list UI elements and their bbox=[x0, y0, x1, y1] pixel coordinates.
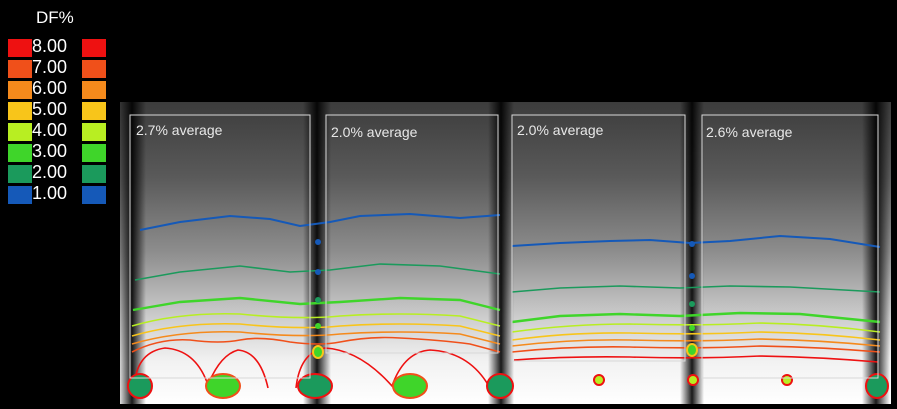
hotspot bbox=[127, 373, 153, 399]
legend-row-1: 1.00 bbox=[8, 183, 110, 204]
zone-outline-1 bbox=[129, 114, 311, 379]
zone-3-average-label: 2.0% average bbox=[517, 122, 604, 138]
legend-swatch-right bbox=[82, 165, 106, 183]
hotspot bbox=[312, 345, 324, 359]
legend-swatch-left bbox=[8, 39, 32, 57]
legend-row-2: 2.00 bbox=[8, 162, 110, 183]
contour-7pct-left bbox=[131, 336, 501, 353]
column-marker bbox=[315, 297, 321, 303]
legend-swatch-left bbox=[8, 102, 32, 120]
hotspot bbox=[392, 373, 428, 399]
column-marker bbox=[315, 269, 321, 275]
legend-swatch-right bbox=[82, 144, 106, 162]
legend-row-5: 5.00 bbox=[8, 99, 110, 120]
legend-value: 7.00 bbox=[32, 57, 68, 77]
legend-row-3: 3.00 bbox=[8, 141, 110, 162]
legend-value: 3.00 bbox=[32, 141, 68, 161]
hotspot bbox=[686, 343, 698, 357]
legend-title: DF% bbox=[36, 8, 74, 27]
legend-swatch-left bbox=[8, 60, 32, 78]
zone-outline-3 bbox=[511, 114, 686, 362]
column-marker bbox=[315, 323, 321, 329]
legend-swatch-right bbox=[82, 123, 106, 141]
legend-swatch-right bbox=[82, 39, 106, 57]
legend-swatch-right bbox=[82, 81, 106, 99]
contour-1pct-left bbox=[139, 212, 501, 231]
contour-3pct-right bbox=[511, 311, 881, 324]
wall-right bbox=[862, 102, 890, 404]
zone-outlines bbox=[129, 114, 879, 379]
contour-6pct-left bbox=[131, 330, 501, 345]
hotspot bbox=[687, 374, 699, 386]
contour-6pct-right bbox=[511, 338, 881, 347]
legend-value: 8.00 bbox=[32, 36, 68, 56]
contour-5pct-left bbox=[131, 322, 501, 337]
hotspot bbox=[865, 373, 889, 399]
legend-value: 4.00 bbox=[32, 120, 68, 140]
column-marker bbox=[689, 301, 695, 307]
contour-4pct-right bbox=[511, 322, 881, 333]
zone-outline-4 bbox=[701, 114, 879, 379]
contour-5pct-right bbox=[511, 331, 881, 341]
wall-column-2 bbox=[680, 102, 704, 404]
window-hotspots bbox=[127, 343, 889, 399]
hotspot bbox=[593, 374, 605, 386]
legend-row-4: 4.00 bbox=[8, 120, 110, 141]
hotspot bbox=[205, 373, 241, 399]
legend-swatch-left bbox=[8, 144, 32, 162]
column-marker bbox=[689, 241, 695, 247]
zone-outline-2 bbox=[325, 114, 499, 354]
contour-3pct-left bbox=[132, 296, 501, 312]
column-marker bbox=[689, 273, 695, 279]
column-marker bbox=[315, 239, 321, 245]
zone-4-average-label: 2.6% average bbox=[706, 124, 793, 140]
wall-left bbox=[118, 102, 146, 404]
contour-2pct-right bbox=[511, 285, 881, 293]
legend-swatch-right bbox=[82, 60, 106, 78]
legend-value: 5.00 bbox=[32, 99, 68, 119]
legend-value: 6.00 bbox=[32, 78, 68, 98]
contour-8pct-right bbox=[513, 355, 879, 363]
legend-swatch-left bbox=[8, 81, 32, 99]
legend-row-8: 8.00 bbox=[8, 36, 110, 57]
column-markers bbox=[315, 239, 695, 331]
zone-1-average-label: 2.7% average bbox=[136, 122, 223, 138]
legend-value: 2.00 bbox=[32, 162, 68, 182]
legend-row-6: 6.00 bbox=[8, 78, 110, 99]
hotspot bbox=[781, 374, 793, 386]
legend-swatch-left bbox=[8, 123, 32, 141]
legend-swatch-right bbox=[82, 186, 106, 204]
column-marker bbox=[689, 325, 695, 331]
legend-swatch-left bbox=[8, 186, 32, 204]
legend-row-7: 7.00 bbox=[8, 57, 110, 78]
legend-swatch-right bbox=[82, 102, 106, 120]
contour-4pct-left bbox=[131, 312, 501, 327]
wall-center bbox=[488, 102, 514, 404]
hotspot bbox=[486, 373, 514, 399]
legend-value: 1.00 bbox=[32, 183, 68, 203]
zone-2-average-label: 2.0% average bbox=[331, 124, 418, 140]
legend-swatch-left bbox=[8, 165, 32, 183]
hotspot bbox=[297, 373, 333, 399]
